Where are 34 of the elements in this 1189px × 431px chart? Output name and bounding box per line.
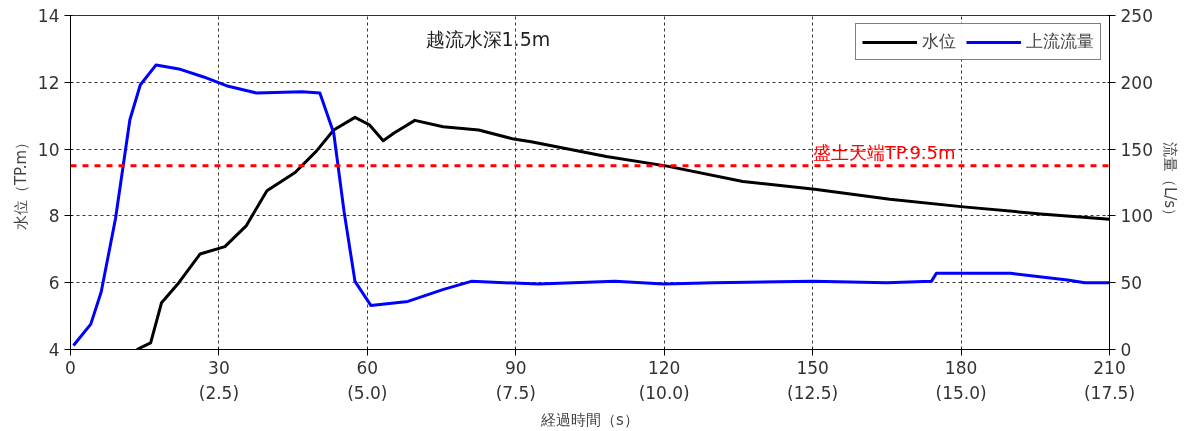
- y-tick-label: 10: [37, 139, 60, 160]
- legend-label: 水位: [922, 30, 956, 53]
- y-tick-label: 8: [48, 206, 60, 227]
- x-tick-label: 0: [65, 357, 76, 378]
- x-tick-label: 30: [208, 357, 230, 378]
- x-tick-label: 150: [796, 357, 829, 378]
- annotation: 越流水深1.5m: [425, 27, 551, 50]
- x2-tick-label: (15.0): [935, 382, 987, 403]
- x2-tick-label: (2.5): [198, 382, 240, 403]
- x-tick-label: 210: [1093, 357, 1126, 378]
- x2-tick-label: (5.0): [347, 382, 388, 403]
- y2-axis-title: 流量（L/s）: [1160, 141, 1179, 224]
- y2-tick-label: 200: [1120, 72, 1153, 93]
- y-tick-label: 4: [48, 340, 60, 360]
- x-tick-label: 180: [944, 357, 978, 378]
- y-axis-title: 水位（TP.m）: [11, 134, 30, 231]
- y-tick-label: 12: [37, 72, 60, 93]
- x2-tick-label: (17.5): [1083, 382, 1136, 403]
- y2-tick-label: 50: [1120, 273, 1143, 294]
- x2-tick-label: (7.5): [495, 382, 536, 403]
- ref-line-label: 盛土天端TP.9.5m: [812, 141, 956, 163]
- y2-tick-label: 100: [1120, 206, 1153, 227]
- y2-tick-label: 0: [1120, 340, 1132, 360]
- y-tick-label: 14: [37, 6, 60, 26]
- x-tick-label: 60: [356, 357, 379, 378]
- x-tick-label: 90: [504, 357, 527, 378]
- legend-label: 上流流量: [1026, 30, 1094, 53]
- y2-tick-label: 150: [1120, 139, 1153, 160]
- y2-tick-label: 250: [1120, 6, 1153, 26]
- x-axis-title: 経過時間（s）: [540, 410, 639, 429]
- y-tick-label: 6: [48, 273, 60, 294]
- x2-tick-label: (12.5): [787, 382, 839, 403]
- x2-tick-label: (10.0): [638, 382, 690, 403]
- x-tick-label: 120: [647, 357, 681, 378]
